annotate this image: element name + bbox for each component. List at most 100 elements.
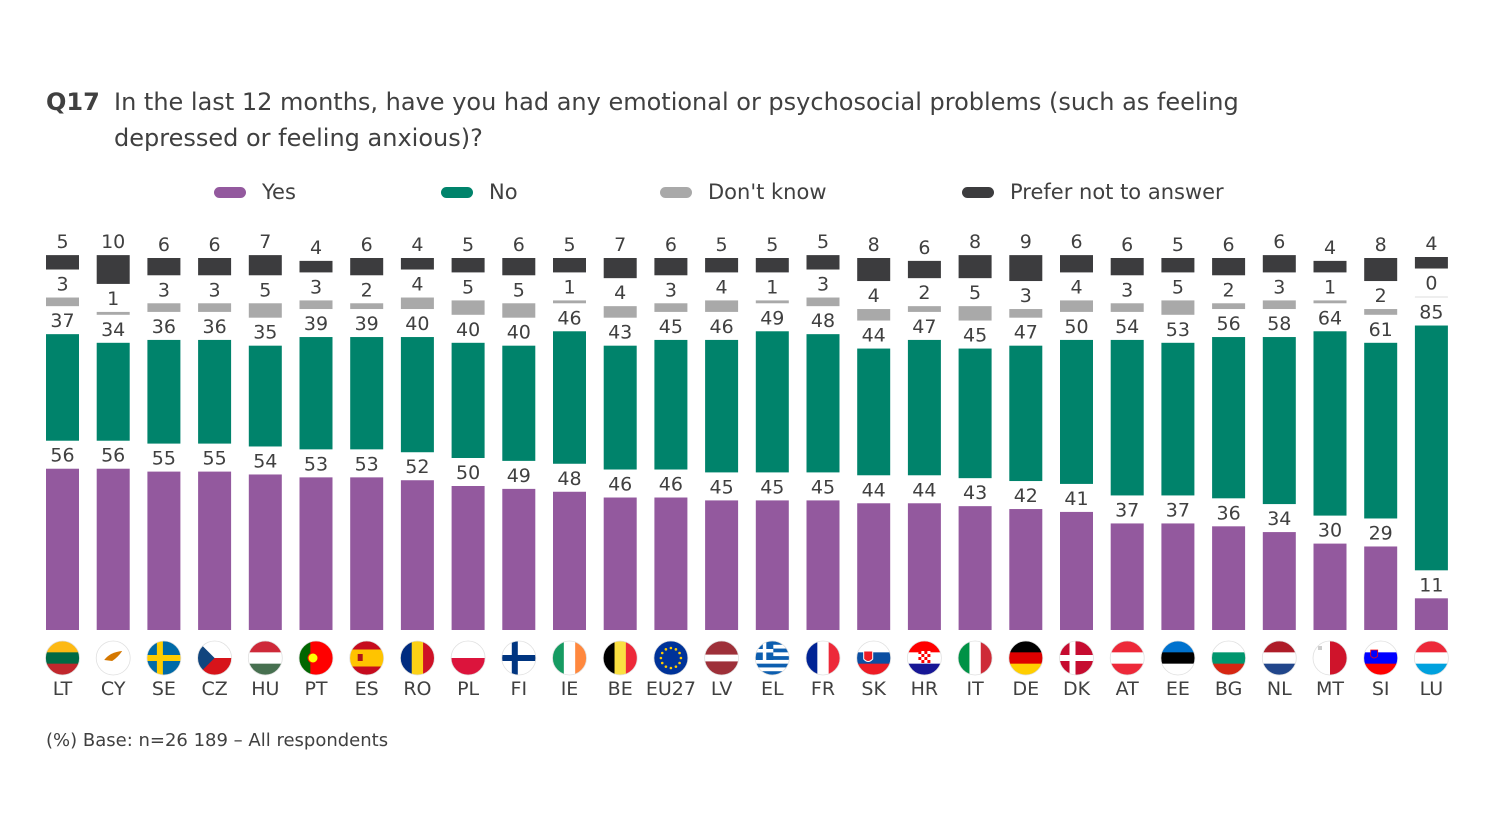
- value-label-dont-know-dk: 4: [1070, 276, 1082, 298]
- belgium-flag-icon: [603, 641, 638, 675]
- ireland-flag-icon: [552, 641, 587, 675]
- bar-group-it: 43 45 5 8: [958, 231, 992, 630]
- bar-group-nl: 34 58 3 6: [1262, 231, 1296, 630]
- flag-border: [1261, 640, 1297, 676]
- bar-prefer-not-bg: [1212, 258, 1246, 276]
- value-label-no-ie: 46: [557, 307, 581, 329]
- flag-border: [1109, 640, 1145, 676]
- bar-dont-know-lu: [1414, 296, 1448, 298]
- value-label-prefer-not-lt: 5: [56, 231, 68, 253]
- bar-prefer-not-ie: [553, 258, 586, 273]
- value-label-prefer-not-cz: 6: [209, 234, 221, 256]
- value-label-no-lv: 46: [710, 316, 734, 338]
- flag-border: [704, 640, 739, 676]
- bar-dont-know-dk: [1060, 300, 1093, 312]
- bar-group-el: 45 49 1 5: [755, 234, 789, 630]
- category-label-hu: HU: [251, 678, 279, 700]
- bar-dont-know-es: [350, 303, 384, 310]
- bar-yes-si: [1364, 546, 1398, 630]
- bar-prefer-not-nl: [1262, 255, 1296, 273]
- bar-prefer-not-el: [755, 258, 789, 273]
- value-label-dont-know-cy: 1: [107, 288, 119, 310]
- bar-dont-know-pl: [451, 300, 485, 315]
- bar-yes-lv: [705, 500, 739, 630]
- bar-prefer-not-ee: [1161, 258, 1195, 273]
- value-label-dont-know-el: 1: [766, 276, 778, 298]
- value-label-dont-know-hu: 5: [259, 279, 271, 301]
- bar-no-ro: [400, 337, 434, 453]
- flag-border: [1414, 640, 1449, 676]
- bar-no-pt: [299, 337, 333, 450]
- bar-prefer-not-sk: [857, 258, 891, 282]
- bar-prefer-not-cy: [96, 255, 130, 284]
- bulgaria-flag-icon: [1211, 641, 1246, 675]
- latvia-flag-icon: [704, 641, 739, 675]
- bar-group-pl: 50 40 5 5: [451, 234, 485, 630]
- bar-prefer-not-se: [147, 258, 181, 276]
- flag-border: [1312, 640, 1348, 676]
- value-label-prefer-not-at: 6: [1121, 234, 1133, 256]
- cyprus-flag-icon: [96, 641, 131, 675]
- question-number: Q17: [46, 88, 100, 116]
- value-label-no-fi: 40: [507, 322, 531, 344]
- value-label-yes-si: 29: [1369, 522, 1393, 544]
- bar-yes-nl: [1262, 532, 1296, 630]
- flag-border: [146, 640, 182, 676]
- bar-yes-ie: [553, 491, 586, 630]
- value-label-no-de: 47: [1014, 322, 1038, 344]
- bar-dont-know-fr: [806, 297, 840, 307]
- greece-flag-icon: [755, 641, 790, 675]
- flag-border: [95, 640, 131, 676]
- value-label-yes-de: 42: [1014, 485, 1038, 507]
- bar-dont-know-de: [1009, 309, 1043, 318]
- value-label-prefer-not-cy: 10: [101, 231, 125, 253]
- bar-no-ie: [553, 331, 586, 464]
- bar-group-be: 46 43 4 7: [603, 234, 637, 630]
- croatia-flag-icon: [907, 641, 942, 675]
- bar-yes-cz: [198, 471, 232, 630]
- bar-prefer-not-pl: [451, 258, 485, 273]
- bar-no-hr: [907, 339, 941, 476]
- bar-group-ie: 48 46 1 5: [553, 234, 586, 630]
- slovenia-flag-icon: [1363, 641, 1398, 675]
- bar-no-be: [603, 345, 637, 470]
- bar-yes-pt: [299, 477, 333, 630]
- bar-group-eu27: 46 45 3 6: [654, 234, 688, 630]
- estonia-flag-icon: [1160, 641, 1195, 675]
- value-label-prefer-not-it: 8: [969, 231, 981, 253]
- category-label-se: SE: [152, 678, 176, 700]
- value-label-no-cz: 36: [203, 316, 227, 338]
- value-label-dont-know-ie: 1: [563, 276, 575, 298]
- bar-prefer-not-at: [1110, 258, 1144, 276]
- category-label-fr: FR: [811, 678, 835, 700]
- bar-yes-hu: [248, 474, 282, 630]
- category-label-nl: NL: [1267, 678, 1292, 700]
- bar-group-ee: 37 53 5 5: [1161, 234, 1195, 630]
- bar-prefer-not-mt: [1313, 260, 1347, 273]
- bar-no-cz: [198, 339, 232, 444]
- value-label-yes-at: 37: [1115, 499, 1139, 521]
- value-label-prefer-not-eu27: 6: [665, 234, 677, 256]
- category-label-bg: BG: [1215, 678, 1242, 700]
- bar-yes-at: [1110, 523, 1144, 630]
- bar-dont-know-ie: [553, 300, 586, 304]
- legend-label-prefer-not: Prefer not to answer: [1010, 180, 1224, 204]
- value-label-yes-ie: 48: [557, 468, 581, 490]
- bar-dont-know-lt: [46, 297, 79, 307]
- bar-dont-know-be: [603, 306, 637, 318]
- legend-item-yes: Yes: [214, 180, 296, 204]
- bar-prefer-not-fi: [502, 258, 536, 276]
- bar-yes-lt: [46, 468, 79, 630]
- category-label-lu: LU: [1420, 678, 1444, 700]
- category-label-ro: RO: [403, 678, 431, 700]
- value-label-no-el: 49: [760, 307, 784, 329]
- italy-flag-icon: [958, 641, 993, 675]
- value-label-yes-se: 55: [152, 448, 176, 470]
- value-label-yes-be: 46: [608, 474, 632, 496]
- flag-border: [450, 640, 486, 676]
- flag-border: [399, 640, 435, 676]
- value-label-yes-bg: 36: [1217, 502, 1241, 524]
- bar-no-dk: [1060, 339, 1093, 484]
